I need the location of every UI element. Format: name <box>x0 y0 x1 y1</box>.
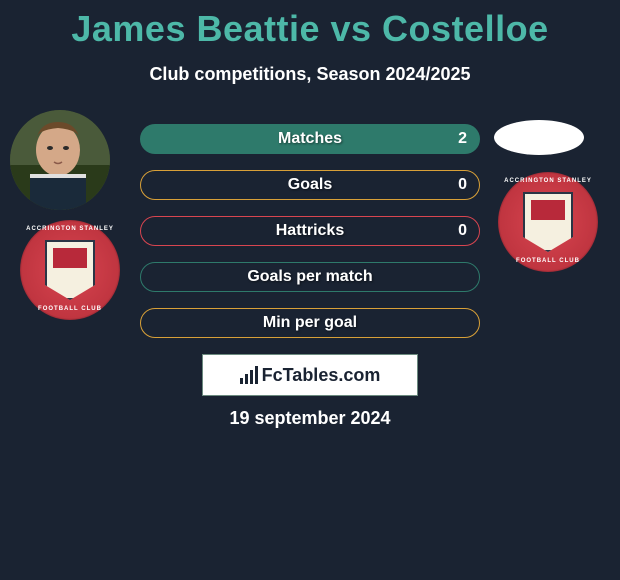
stat-row: Hattricks 0 <box>140 216 480 246</box>
stat-label: Goals <box>288 176 332 194</box>
badge-crest-icon <box>45 240 95 300</box>
footer-brand-box: FcTables.com <box>202 354 418 396</box>
footer-logo: FcTables.com <box>203 355 417 395</box>
stat-label: Matches <box>278 130 342 148</box>
date-text: 19 september 2024 <box>0 408 620 429</box>
stat-value: 0 <box>458 222 467 240</box>
player-photo-right <box>494 120 584 155</box>
subtitle: Club competitions, Season 2024/2025 <box>0 64 620 85</box>
stats-container: Matches 2 Goals 0 Hattricks 0 Goals per match M… <box>140 124 480 354</box>
club-badge-left: ACCRINGTON STANLEY FOOTBALL CLUB <box>20 220 120 320</box>
badge-text-bottom: FOOTBALL CLUB <box>498 258 598 264</box>
stat-value: 2 <box>458 130 467 148</box>
bar-chart-icon <box>240 366 258 384</box>
stat-row: Goals 0 <box>140 170 480 200</box>
stat-label: Min per goal <box>263 314 357 332</box>
stat-label: Goals per match <box>247 268 372 286</box>
stat-value: 0 <box>458 176 467 194</box>
stat-row: Goals per match <box>140 262 480 292</box>
badge-text-top: ACCRINGTON STANLEY <box>498 178 598 184</box>
footer-brand-text: FcTables.com <box>262 365 381 386</box>
badge-crest-icon <box>523 192 573 252</box>
player-photo-left <box>10 110 110 210</box>
club-badge-right: ACCRINGTON STANLEY FOOTBALL CLUB <box>498 172 598 272</box>
badge-text-top: ACCRINGTON STANLEY <box>20 226 120 232</box>
stat-label: Hattricks <box>276 222 344 240</box>
badge-text-bottom: FOOTBALL CLUB <box>20 306 120 312</box>
stat-row: Min per goal <box>140 308 480 338</box>
page-title: James Beattie vs Costelloe <box>0 0 620 50</box>
stat-row: Matches 2 <box>140 124 480 154</box>
